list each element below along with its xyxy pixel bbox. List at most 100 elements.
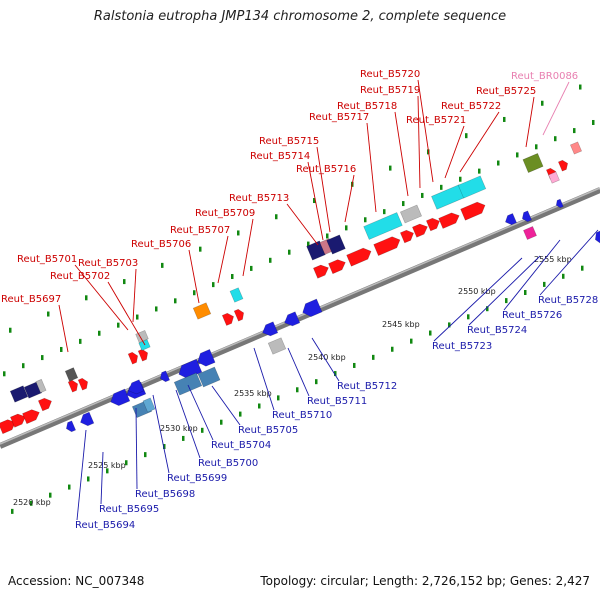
forward-strand-ticks [3,119,595,377]
reverse-gene-arrow[interactable] [126,379,145,397]
reverse-gene-arrow[interactable] [555,198,564,209]
forward-gene-arrow[interactable] [438,211,462,229]
forward-gene-box[interactable] [522,153,544,173]
forward-gene-arrow[interactable] [221,311,236,326]
gene-label-reverse[interactable]: Reut_B5723 [432,341,492,352]
reverse-gene-arrow[interactable] [158,370,171,383]
tick-mark [429,330,432,336]
gene-label-forward[interactable]: Reut_B5715 [259,136,319,147]
gene-label-reverse[interactable]: Reut_B5704 [211,440,271,451]
gene-label-reverse[interactable]: Reut_B5694 [75,520,135,531]
reverse-gene-box[interactable] [142,397,156,413]
forward-gene-arrow[interactable] [313,263,330,279]
leader-line [74,264,129,331]
tick-mark [193,290,196,296]
gene-label-reverse[interactable]: Reut_B5700 [198,458,258,469]
gene-label-forward[interactable]: Reut_B5701 [17,254,77,265]
forward-gene-arrow[interactable] [399,228,415,244]
gene-label-reverse[interactable]: Reut_B5705 [238,425,298,436]
reverse-gene-arrow[interactable] [593,230,600,245]
forward-gene-arrow[interactable] [10,412,27,428]
forward-gene-box[interactable] [326,234,346,255]
reverse-gene-arrow[interactable] [260,321,279,339]
tick-mark [440,184,443,190]
gene-label-forward[interactable]: Reut_B5725 [476,86,536,97]
forward-gene-arrow[interactable] [67,379,80,393]
gene-label-forward[interactable]: Reut_B5721 [406,115,466,126]
gene-label-reverse[interactable]: Reut_B5710 [272,410,332,421]
gene-label-forward[interactable]: Reut_B5717 [309,112,369,123]
gene-label-forward[interactable]: Reut_B5716 [296,164,356,175]
forward-gene-box[interactable] [192,302,212,320]
reverse-gene-arrow[interactable] [300,298,323,319]
gene-label-reverse[interactable]: Reut_B5724 [467,325,527,336]
forward-gene-box[interactable] [9,385,29,403]
reverse-gene-arrow[interactable] [520,210,533,223]
forward-gene-arrow[interactable] [425,216,441,232]
tick-mark [182,435,185,441]
forward-gene-arrow[interactable] [373,234,403,256]
gene-label-forward[interactable]: Reut_BR0086 [511,71,578,82]
forward-gene-box[interactable] [64,367,79,382]
forward-gene-box[interactable] [569,141,583,155]
gene-label-reverse[interactable]: Reut_B5699 [167,473,227,484]
forward-gene-arrow[interactable] [37,396,53,412]
reverse-gene-box[interactable] [173,372,203,396]
forward-gene-arrow[interactable] [22,407,41,425]
forward-gene-box[interactable] [399,204,423,224]
gene-label-forward[interactable]: Reut_B5722 [441,101,501,112]
reverse-gene-arrow[interactable] [195,349,216,368]
gene-label-forward[interactable]: Reut_B5703 [78,258,138,269]
reverse-gene-arrow[interactable] [78,411,95,428]
gene-label-reverse[interactable]: Reut_B5698 [135,489,195,500]
gene-label-forward[interactable]: Reut_B5706 [131,239,191,250]
reverse-gene-arrow[interactable] [108,388,131,408]
forward-gene-arrow[interactable] [137,348,150,362]
forward-gene-arrow[interactable] [77,377,90,391]
forward-gene-box[interactable] [229,287,244,303]
forward-gene-arrow[interactable] [346,246,374,267]
reverse-gene-arrow[interactable] [64,420,77,433]
tick-mark [554,136,557,142]
reverse-gene-arrow[interactable] [503,213,517,226]
forward-gene-box[interactable] [548,171,560,184]
forward-gene-box[interactable] [363,212,403,240]
gene-label-forward[interactable]: Reut_B5707 [170,225,230,236]
leader-line [58,304,69,353]
reverse-gene-box[interactable] [197,366,221,388]
gene-label-forward[interactable]: Reut_B5713 [229,193,289,204]
gene-label-forward[interactable]: Reut_B5697 [1,294,61,305]
forward-gene-arrow[interactable] [460,200,488,221]
forward-gene-arrow[interactable] [328,257,347,275]
forward-gene-arrow[interactable] [0,417,18,435]
forward-gene-box[interactable] [35,378,47,394]
leader-line [242,218,254,277]
leader-line [211,385,241,426]
reverse-gene-arrow[interactable] [282,311,301,329]
forward-gene-arrow[interactable] [412,222,429,238]
gene-label-reverse[interactable]: Reut_B5695 [99,504,159,515]
forward-gene-box[interactable] [306,240,326,261]
forward-gene-box[interactable] [135,330,149,343]
leader-line [433,257,523,342]
gene-label-forward[interactable]: Reut_B5702 [50,271,110,282]
gene-label-forward[interactable]: Reut_B5720 [360,69,420,80]
gene-label-forward[interactable]: Reut_B5709 [195,208,255,219]
reverse-gene-box[interactable] [523,226,537,240]
gene-label-forward[interactable]: Reut_B5718 [337,101,397,112]
gene-label-forward[interactable]: Reut_B5719 [360,85,420,96]
forward-gene-arrow[interactable] [233,308,246,322]
tick-mark [49,492,52,498]
gene-label-reverse[interactable]: Reut_B5726 [502,310,562,321]
forward-gene-arrow[interactable] [127,351,140,365]
reverse-gene-box[interactable] [267,337,287,355]
forward-gene-box[interactable] [23,381,43,399]
gene-label-reverse[interactable]: Reut_B5728 [538,295,598,306]
leader-line [307,161,324,241]
tick-mark [372,354,375,360]
gene-label-reverse[interactable]: Reut_B5712 [337,381,397,392]
gene-label-forward[interactable]: Reut_B5714 [250,151,310,162]
gene-label-reverse[interactable]: Reut_B5711 [307,396,367,407]
forward-gene-box[interactable] [457,175,487,199]
forward-gene-arrow[interactable] [557,159,569,172]
